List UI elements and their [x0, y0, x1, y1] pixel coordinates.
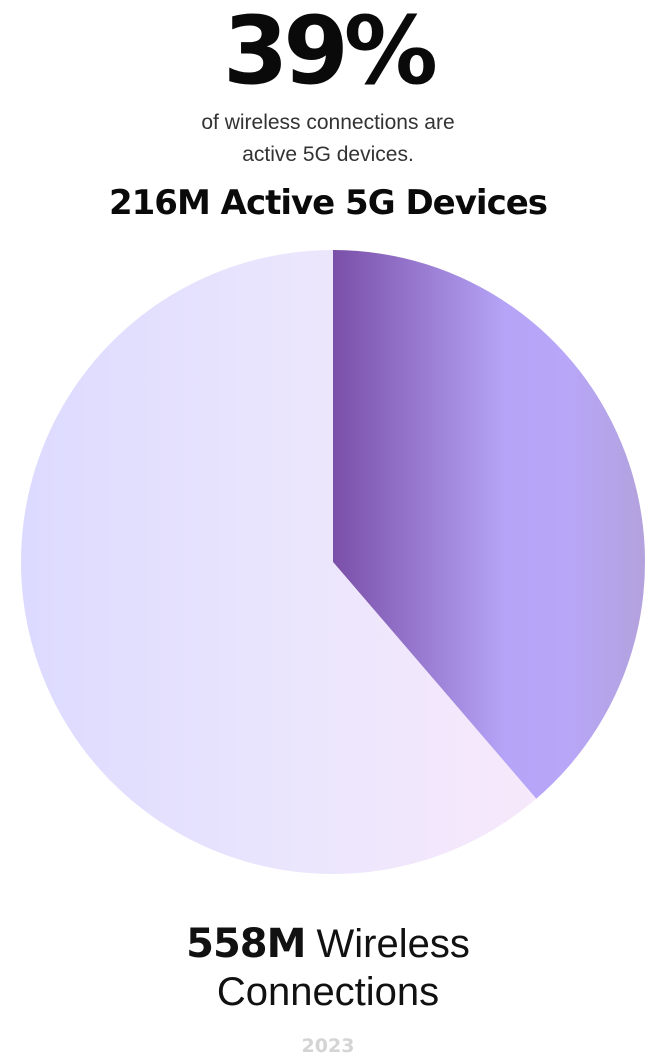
- year-label: 2023: [301, 1035, 355, 1057]
- total-connections-text-1: Wireless: [305, 922, 470, 966]
- total-connections-text-2: Connections: [216, 970, 440, 1014]
- pie-slice-other-connections: [21, 250, 537, 875]
- pie-chart: [20, 249, 646, 875]
- pie-slice-active-5g: [333, 250, 646, 799]
- headline-caption-line-2: active 5G devices.: [242, 143, 414, 166]
- total-connections-label: 558M Wireless Connections: [0, 920, 656, 1016]
- chart-title: 216M Active 5G Devices: [108, 183, 548, 223]
- pie-chart-svg: [21, 250, 646, 875]
- headline-caption: of wireless connections are active 5G de…: [0, 107, 656, 171]
- headline-caption-line-1: of wireless connections are: [201, 111, 455, 134]
- headline-percentage: 39%: [223, 0, 438, 106]
- total-connections-value: 558M: [186, 921, 306, 967]
